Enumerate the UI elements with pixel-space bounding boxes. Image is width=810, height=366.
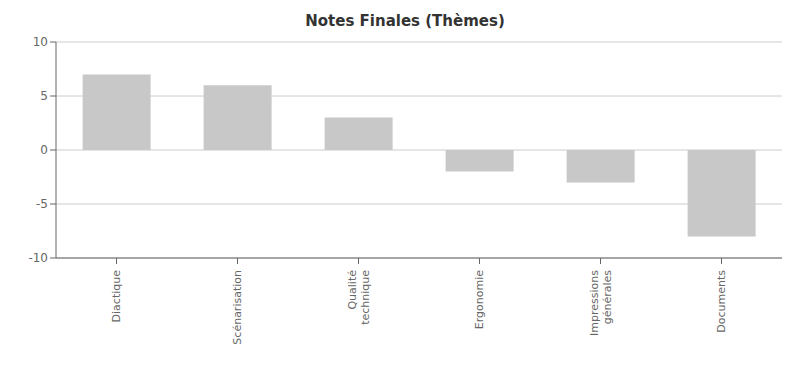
svg-text:Scénarisation: Scénarisation: [231, 270, 244, 345]
svg-text:Ergonomie: Ergonomie: [473, 270, 486, 329]
svg-text:Impressionsgénérales: Impressionsgénérales: [588, 270, 614, 336]
svg-text:Diactique: Diactique: [110, 270, 123, 323]
svg-text:0: 0: [40, 143, 48, 157]
svg-text:Qualitétechnique: Qualitétechnique: [346, 270, 372, 325]
svg-text:5: 5: [40, 89, 48, 103]
svg-text:-5: -5: [36, 197, 48, 211]
svg-text:10: 10: [33, 35, 48, 49]
svg-text:-10: -10: [28, 251, 48, 265]
html-text:Notes Finales (Thèmes): Notes Finales (Thèmes): [305, 12, 505, 30]
svg-text:Documents: Documents: [715, 270, 728, 333]
